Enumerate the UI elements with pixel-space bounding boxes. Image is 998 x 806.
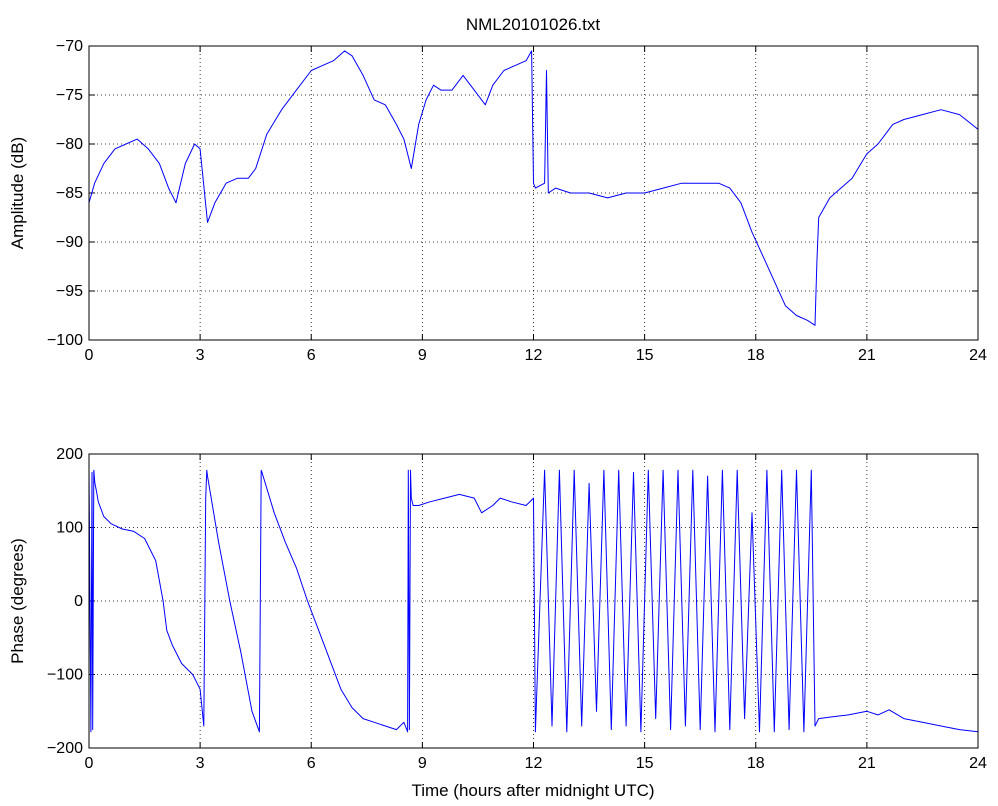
amplitude-y-axis-label: Amplitude (dB) [8,137,27,249]
phase-panel: 0 3 6 9 12 15 18 21 24 200 100 0 −100 −200 Phase (deg… [8,446,987,800]
phase-y-axis-label: Phase (degrees) [8,538,27,664]
phase-x-tick-label: 12 [525,755,543,772]
amplitude-x-tick-label: 18 [747,347,765,364]
phase-x-tick-label: 15 [636,755,654,772]
phase-x-tick-label: 6 [307,755,316,772]
phase-y-tick-label: 200 [56,446,83,463]
amplitude-y-tick-label: −75 [56,87,83,104]
phase-y-tick-label: −200 [47,740,83,757]
phase-x-tick-label: 18 [747,755,765,772]
phase-y-tick-label: −100 [47,667,83,684]
amplitude-y-tick-label: −80 [56,136,83,153]
phase-series-line [88,468,979,733]
amplitude-x-tick-label: 3 [196,347,205,364]
amplitude-series-line [88,50,979,326]
phase-y-tick-label: 100 [56,520,83,537]
amplitude-axes-frame [88,45,979,341]
phase-x-tick-label: 3 [196,755,205,772]
amplitude-x-tick-label: 0 [85,347,94,364]
amplitude-x-tick-label: 6 [307,347,316,364]
phase-axes-frame [88,453,979,749]
phase-y-tick-label: 0 [74,593,83,610]
amplitude-ticks: 0 3 6 9 12 15 18 21 24 −70 −75 −80 −85 −90 −95 −100 [47,38,987,364]
phase-x-axis-label: Time (hours after midnight UTC) [411,781,654,800]
amplitude-x-tick-label: 15 [636,347,654,364]
amplitude-x-tick-label: 12 [525,347,543,364]
amplitude-x-tick-label: 24 [969,347,987,364]
amplitude-y-tick-label: −100 [47,332,83,349]
amplitude-panel: NML20101026.txt 0 3 6 9 12 15 18 21 24 −70 −75 −80 −… [8,15,987,364]
amplitude-y-tick-label: −70 [56,38,83,55]
phase-x-tick-label: 21 [858,755,876,772]
phase-x-tick-label: 24 [969,755,987,772]
amplitude-x-tick-label: 21 [858,347,876,364]
amplitude-grid [89,46,978,340]
amplitude-y-tick-label: −95 [56,283,83,300]
amplitude-x-tick-label: 9 [418,347,427,364]
amplitude-y-tick-label: −90 [56,234,83,251]
phase-x-tick-label: 9 [418,755,427,772]
phase-x-tick-label: 0 [85,755,94,772]
amplitude-y-tick-label: −85 [56,185,83,202]
chart-title: NML20101026.txt [466,15,600,34]
